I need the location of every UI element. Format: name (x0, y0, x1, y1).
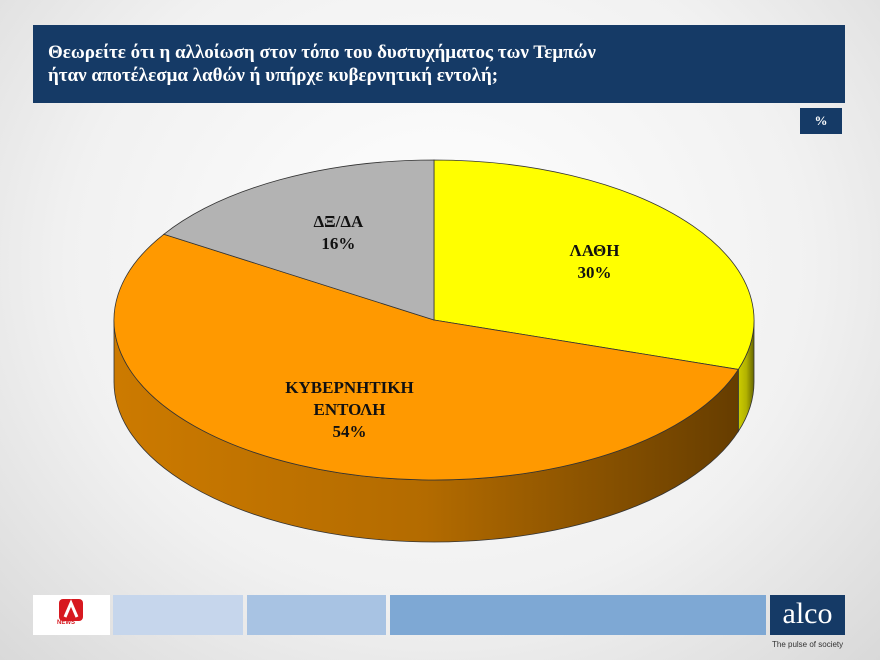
value-label: 54% (332, 421, 367, 441)
chart-title: Θεωρείτε ότι η αλλοίωση στον τόπο του δυ… (33, 25, 845, 103)
slice (433, 159, 755, 370)
slice-label: ΔΞ/ΔΑ 16% (313, 211, 363, 255)
logo-box (33, 595, 110, 635)
value-label: 30% (577, 262, 612, 282)
category-label: ΚΥΒΕΡΝΗΤΙΚΗ ΕΝΤΟΛΗ (285, 377, 414, 419)
footer-band (390, 595, 766, 635)
footer-band (113, 595, 243, 635)
slice (162, 159, 435, 321)
tagline: The pulse of society (772, 640, 844, 649)
alpha-logo (59, 599, 83, 621)
logo-text: NEWS (57, 620, 75, 626)
unit-badge: % (800, 108, 842, 134)
slice-label: ΛΑΘΗ 30% (570, 240, 620, 284)
slice-label: ΚΥΒΕΡΝΗΤΙΚΗ ΕΝΤΟΛΗ 54% (285, 377, 413, 443)
footer-band (247, 595, 386, 635)
value-label: 16% (321, 234, 356, 254)
brand: alco (770, 595, 845, 635)
category-label: ΛΑΘΗ (569, 240, 620, 260)
slice (113, 233, 740, 481)
category-label: ΔΞ/ΔΑ (313, 212, 364, 232)
